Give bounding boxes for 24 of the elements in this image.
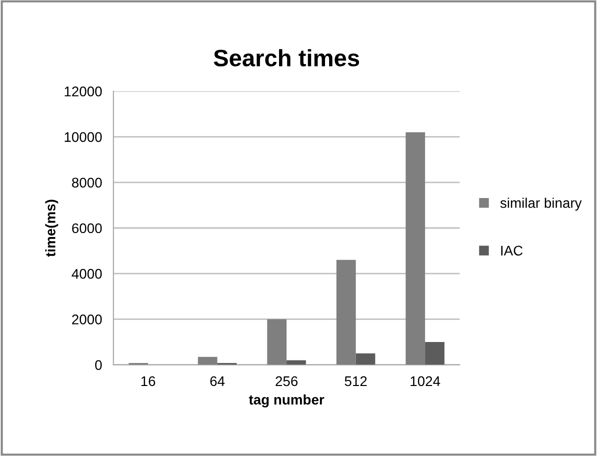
bar bbox=[356, 353, 376, 365]
x-tick-label: 1024 bbox=[410, 376, 440, 386]
legend-label: similar binary bbox=[500, 198, 582, 211]
bar bbox=[336, 260, 356, 365]
y-tick-label: 6000 bbox=[72, 223, 102, 234]
x-tick-label: 16 bbox=[141, 376, 156, 386]
bar bbox=[267, 319, 287, 365]
x-axis-title: tag number bbox=[248, 394, 324, 408]
y-tick-label: 4000 bbox=[72, 268, 102, 279]
chart-title: Search times bbox=[214, 49, 360, 66]
y-axis-title: time(ms) bbox=[45, 200, 58, 257]
x-tick-label: 512 bbox=[344, 376, 367, 386]
x-tick-label: 256 bbox=[276, 376, 298, 386]
bar bbox=[198, 356, 218, 365]
y-tick-label: 12000 bbox=[64, 86, 102, 96]
y-tick-label: 8000 bbox=[72, 178, 102, 188]
legend-label: IAC bbox=[501, 246, 523, 256]
x-tick-label: 64 bbox=[210, 376, 225, 386]
bar bbox=[425, 342, 444, 365]
y-tick-label: 10000 bbox=[64, 132, 102, 142]
y-tick-label: 0 bbox=[95, 360, 102, 370]
bar bbox=[286, 360, 306, 365]
bar bbox=[406, 132, 426, 365]
y-tick-label: 2000 bbox=[72, 314, 102, 324]
